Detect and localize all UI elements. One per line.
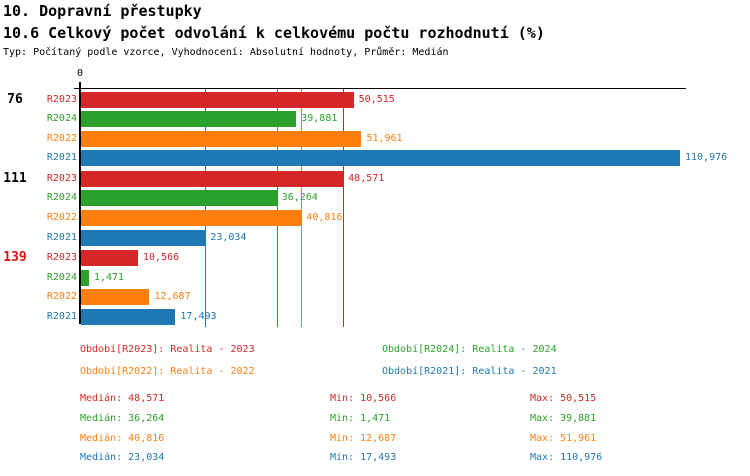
legend-item-R2024: Období[R2024]: Realita - 2024: [382, 344, 557, 355]
axis-zero-label: 0: [76, 68, 84, 79]
median-line-R2023: [343, 89, 345, 327]
stat-max-R2022: Max: 51,961: [530, 432, 597, 444]
legend-item-R2021: Období[R2021]: Realita - 2021: [382, 366, 557, 377]
stat-min-R2024: Min: 1,471: [330, 412, 391, 424]
group-label: 139: [3, 249, 27, 265]
stat-min-R2023: Min: 10,566: [330, 393, 397, 404]
bar: [81, 190, 277, 207]
stat-max-R2024: Max: 39,881: [530, 412, 597, 424]
legend-item-R2022: Období[R2022]: Realita - 2022: [80, 366, 255, 377]
median-line-R2024: [276, 89, 278, 327]
stat-max-R2021: Max: 110,976: [530, 452, 603, 464]
bar-value-label: 50,515: [358, 93, 395, 105]
stat-min-R2022: Min: 12,687: [330, 432, 397, 444]
bar-row-label: R2024: [46, 113, 77, 125]
bar: [81, 130, 362, 147]
stat-median-R2021: Medián: 23,034: [80, 452, 165, 464]
bar: [81, 308, 176, 325]
stat-median-R2022: Medián: 40,816: [80, 432, 165, 444]
bar: [81, 269, 89, 286]
bar-row-label: R2024: [46, 271, 77, 283]
bar: [81, 91, 354, 108]
bar: [81, 150, 680, 167]
bar-value-label: 12,687: [154, 291, 191, 303]
chart-subtitle: 10.6 Celkový počet odvolání k celkovému …: [3, 24, 545, 42]
bar-row-label: R2023: [46, 172, 77, 184]
bar-row-label: R2023: [46, 93, 77, 105]
value-axis-line: [74, 88, 686, 89]
median-line-R2022: [301, 89, 303, 327]
bar-row-label: R2022: [46, 211, 77, 223]
bar-value-label: 48,571: [348, 172, 385, 184]
bar-value-label: 36,264: [281, 192, 318, 204]
bar-value-label: 1,471: [93, 271, 125, 283]
median-line-R2021: [205, 89, 207, 327]
page-title: 10. Dopravní přestupky: [3, 2, 202, 20]
bar-value-label: 23,034: [210, 231, 247, 243]
bar-row-label: R2021: [46, 231, 77, 243]
bar: [81, 111, 297, 128]
bar-value-label: 10,566: [143, 251, 180, 263]
category-axis-line: [79, 82, 81, 324]
bar-value-label: 110,976: [685, 152, 728, 164]
bar-value-label: 51,961: [366, 132, 403, 144]
stat-median-R2024: Medián: 36,264: [80, 412, 165, 424]
bar-row-label: R2021: [46, 310, 77, 322]
stat-min-R2021: Min: 17,493: [330, 452, 397, 464]
group-label: 76: [7, 91, 23, 107]
bar-value-label: 40,816: [306, 211, 343, 223]
bar: [81, 289, 150, 306]
bar-row-label: R2022: [46, 132, 77, 144]
stat-max-R2023: Max: 50,515: [530, 393, 597, 404]
bar: [81, 209, 302, 226]
chart-meta: Typ: Počítaný podle vzorce, Vyhodnocení:…: [3, 47, 449, 58]
bar: [81, 229, 206, 246]
legend-item-R2023: Období[R2023]: Realita - 2023: [80, 344, 255, 355]
bar-row-label: R2021: [46, 152, 77, 164]
bar: [81, 170, 344, 187]
bar-row-label: R2023: [46, 251, 77, 263]
bar-row-label: R2022: [46, 291, 77, 303]
bar: [81, 249, 139, 266]
stat-median-R2023: Medián: 48,571: [80, 393, 165, 404]
bar-row-label: R2024: [46, 192, 77, 204]
bar-value-label: 39,881: [301, 113, 338, 125]
bar-value-label: 17,493: [180, 310, 217, 322]
group-label: 111: [3, 170, 27, 186]
